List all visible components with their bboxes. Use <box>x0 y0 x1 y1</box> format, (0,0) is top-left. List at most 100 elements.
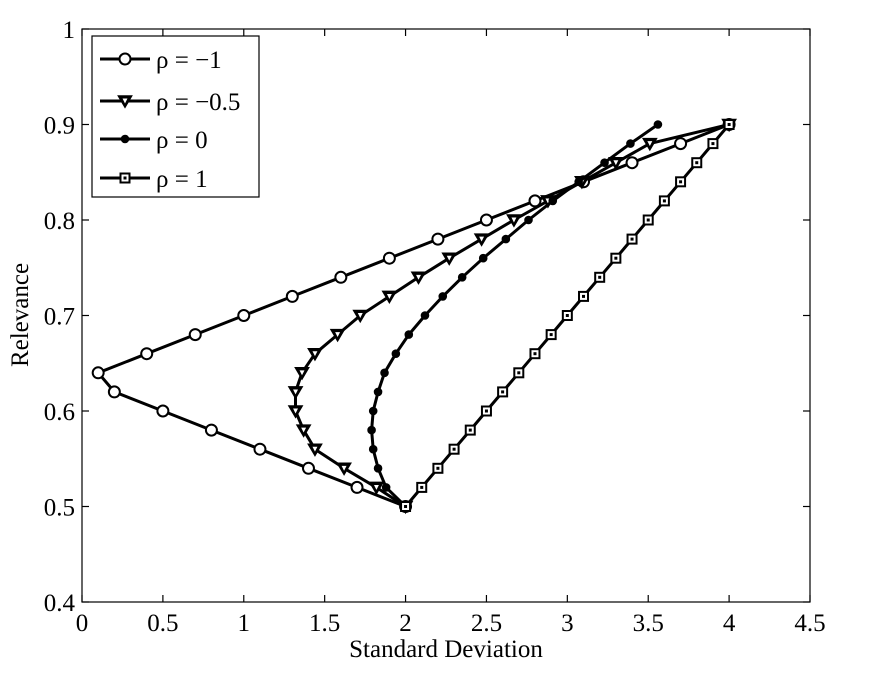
data-point-core <box>647 141 653 147</box>
data-point-core <box>630 237 634 241</box>
data-point-core <box>517 371 521 375</box>
ticks-layer: 0 0.5 1 1.5 2 2.5 3 3.5 4 4.5 0.4 0.5 0.6 0.7 0.8 0.9 1 <box>44 17 826 637</box>
x-tick-label: 1.5 <box>309 610 340 637</box>
y-tick-label: 0.9 <box>44 113 75 140</box>
x-tick-label: 2.5 <box>471 610 502 637</box>
data-point <box>91 366 105 380</box>
data-point-core <box>695 161 699 165</box>
data-point-core <box>484 409 488 413</box>
legend-label: ρ = 0 <box>156 127 208 154</box>
y-tick-label: 1 <box>63 17 76 44</box>
data-point-core <box>452 447 456 451</box>
data-point-core <box>614 256 618 260</box>
data-point-core <box>335 332 341 338</box>
y-tick-label: 0.4 <box>44 590 76 617</box>
x-tick-label: 4.5 <box>794 610 825 637</box>
y-tick-label: 0.8 <box>44 208 75 235</box>
data-point <box>528 194 542 208</box>
data-point <box>373 387 383 397</box>
data-point <box>626 139 635 148</box>
data-point-core <box>598 275 602 279</box>
legend-marker-core <box>123 176 127 180</box>
data-point <box>140 347 154 361</box>
x-tick-label: 2 <box>399 610 412 637</box>
data-point-core <box>533 352 537 356</box>
data-point-core <box>416 274 421 280</box>
data-point-core <box>511 217 517 223</box>
x-tick-label: 0 <box>76 610 89 637</box>
x-axis-title: Standard Deviation <box>349 636 543 663</box>
data-point-core <box>420 485 424 489</box>
legend-label: ρ = 1 <box>156 166 208 193</box>
data-point-core <box>479 236 485 242</box>
y-tick-label: 0.7 <box>44 304 75 331</box>
data-point-core <box>386 293 392 299</box>
data-point-core <box>299 370 305 376</box>
data-point-core <box>501 390 505 394</box>
legend-marker <box>120 134 130 144</box>
y-tick-label: 0.6 <box>44 399 75 426</box>
data-point-core <box>662 199 666 203</box>
x-tick-label: 3.5 <box>633 610 664 637</box>
data-point-core <box>436 466 440 470</box>
data-point <box>420 311 430 320</box>
data-point-core <box>679 180 683 184</box>
y-axis-title: Relevance <box>7 263 34 367</box>
data-point-core <box>404 505 408 508</box>
legend: ρ = −1 ρ = −0.5 ρ = 0 ρ = 1 <box>91 35 260 198</box>
data-point-core <box>613 160 619 166</box>
data-point <box>457 273 467 282</box>
x-tick-label: 1 <box>238 610 251 637</box>
data-point-core <box>293 408 298 414</box>
data-point <box>188 328 202 342</box>
data-point <box>574 177 583 187</box>
data-point <box>382 251 396 265</box>
data-point <box>334 270 348 284</box>
data-point <box>524 215 533 225</box>
data-point-core <box>582 294 586 298</box>
data-point <box>368 444 378 454</box>
data-point <box>501 234 511 244</box>
data-point <box>237 309 251 322</box>
x-tick-label: 4 <box>723 610 736 637</box>
data-point-core <box>373 484 379 490</box>
data-point <box>107 385 121 399</box>
legend-marker-core <box>122 98 128 104</box>
data-point <box>391 349 401 359</box>
data-point <box>156 404 170 418</box>
data-point <box>479 213 493 227</box>
data-point-core <box>341 465 347 471</box>
data-point <box>653 120 663 129</box>
data-point <box>478 253 488 263</box>
data-point-core <box>468 428 472 432</box>
x-tick-label: 3 <box>561 610 574 637</box>
data-point-core <box>312 351 318 357</box>
x-tick-label: 0.5 <box>147 610 178 637</box>
data-point-core <box>565 314 569 317</box>
data-point-core <box>293 389 298 395</box>
series-layer <box>91 118 737 515</box>
data-point <box>204 423 218 437</box>
data-point <box>404 330 414 339</box>
y-tick-label: 0.5 <box>44 495 75 522</box>
data-point-core <box>301 427 307 433</box>
data-point <box>625 156 639 170</box>
data-point-core <box>549 333 553 337</box>
data-point <box>285 289 299 303</box>
data-point-core <box>446 255 452 261</box>
data-point <box>381 483 391 492</box>
data-point <box>373 464 383 473</box>
data-point-core <box>312 446 318 452</box>
series-3 <box>400 119 735 512</box>
data-point-core <box>711 142 715 146</box>
data-point <box>380 368 389 378</box>
data-point <box>350 480 364 494</box>
data-point <box>548 196 558 206</box>
data-point <box>301 461 315 475</box>
data-point <box>674 137 688 151</box>
data-point <box>431 232 445 246</box>
data-point <box>253 442 267 456</box>
data-point-core <box>646 218 650 222</box>
